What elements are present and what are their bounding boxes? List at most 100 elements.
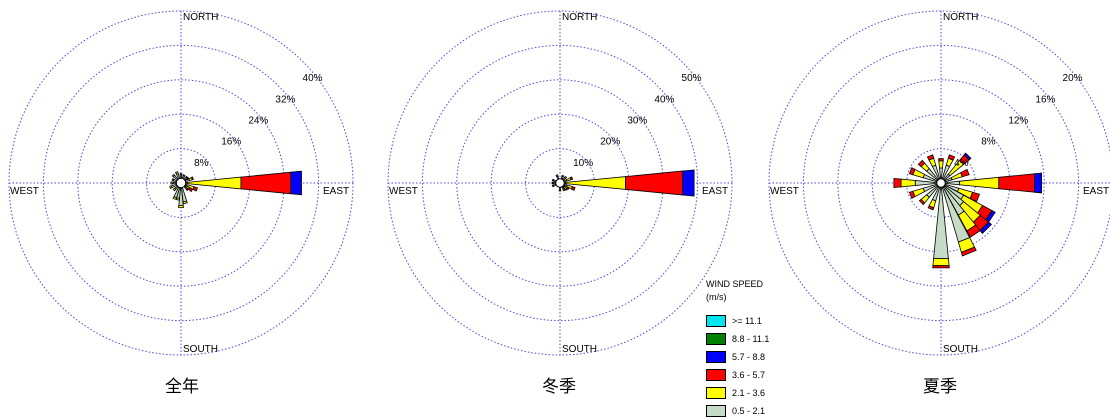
rose-bar-segment	[966, 224, 981, 238]
grid-ring	[802, 44, 1080, 322]
direction-label-east: EAST	[1083, 186, 1109, 197]
direction-label-north: NORTH	[943, 12, 978, 23]
rose-bar-segment	[682, 169, 695, 197]
direction-label-west: WEST	[389, 186, 418, 197]
rose-bar-segment	[569, 176, 574, 181]
legend-item: 5.7 - 8.8	[706, 348, 826, 365]
calm-circle	[175, 177, 187, 189]
rose-bar-segment	[938, 160, 944, 169]
legend-swatch	[706, 332, 726, 345]
ring-label: 10%	[573, 158, 593, 169]
grid-ring	[421, 44, 699, 322]
rose-bar-segment	[900, 178, 916, 188]
ring-label: 40%	[654, 94, 674, 105]
calm-circle	[555, 178, 565, 188]
rose-bar-segment	[908, 167, 916, 176]
rose-bar-segment	[562, 188, 566, 192]
rose-caption-winter: 冬季	[542, 377, 576, 397]
direction-label-west: WEST	[10, 186, 39, 197]
ring-label: 50%	[682, 73, 702, 84]
rose-bar-segment	[551, 181, 554, 185]
legend-unit: (m/s)	[706, 292, 727, 302]
rose-bar-segment	[979, 221, 992, 234]
ring-label: 12%	[1008, 115, 1028, 126]
rose-bar-segment	[555, 174, 559, 178]
wind-rose-0: 8% 16% 24% 32% 40% NORTH SOUTH EAST WEST	[8, 10, 354, 356]
rose-bar-segment	[939, 167, 943, 180]
rose-bar-segment	[564, 187, 568, 191]
legend-item: 3.6 - 5.7	[706, 366, 826, 383]
legend-item: 8.8 - 11.1	[706, 330, 826, 347]
rose-bar-segment	[908, 190, 916, 199]
ring-label: 40%	[303, 73, 323, 84]
rose-bar-segment	[558, 189, 562, 192]
ring-label: 16%	[1035, 94, 1055, 105]
legend-swatch	[706, 368, 726, 381]
direction-label-south: SOUTH	[943, 344, 978, 355]
rose-bar-segment	[561, 174, 565, 178]
legend-label: 8.8 - 11.1	[732, 333, 770, 344]
direction-label-north: NORTH	[183, 12, 218, 23]
rose-bar-segment	[179, 173, 183, 176]
legend-item: 2.1 - 3.6	[706, 384, 826, 401]
rose-bar-segment	[192, 186, 199, 192]
grid-ring	[42, 44, 320, 322]
rose-bar-segment	[290, 170, 302, 196]
rose-bar-segment	[960, 168, 970, 178]
rose-bar-segment	[1034, 172, 1042, 194]
legend-label: 0.5 - 2.1	[732, 405, 766, 416]
direction-label-north: NORTH	[562, 12, 597, 23]
ring-label: 4%	[954, 158, 969, 169]
ring-label: 16%	[221, 137, 241, 148]
rose-bar-segment	[178, 205, 184, 209]
direction-label-west: WEST	[770, 186, 799, 197]
legend-label: 5.7 - 8.8	[732, 351, 766, 362]
rose-bar-segment	[171, 178, 175, 182]
wind-rose-2: 4% 8% 12% 16% 20% NORTH SOUTH EAST WEST	[768, 10, 1110, 356]
rose-bar-segment	[938, 158, 944, 162]
ring-label: 20%	[1063, 73, 1083, 84]
ring-label: 30%	[627, 115, 647, 126]
rose-bar-segment	[625, 170, 684, 196]
wind-speed-legend: WIND SPEED (m/s) >= 11.1 8.8 - 11.1 5.7 - …	[706, 278, 826, 420]
legend-title: WIND SPEED	[706, 279, 764, 289]
ring-label: 32%	[275, 94, 295, 105]
rose-bar-segment	[927, 205, 935, 211]
rose-bar-segment	[917, 159, 926, 168]
rose-bar-segment	[944, 180, 960, 186]
legend-swatch	[706, 386, 726, 399]
ring-label: 24%	[248, 115, 268, 126]
legend-label: 3.6 - 5.7	[732, 369, 766, 380]
rose-bar-segment	[551, 184, 555, 188]
rose-bar-segment	[174, 171, 179, 175]
direction-label-south: SOUTH	[183, 344, 218, 355]
rose-bar-segment	[171, 173, 176, 178]
rose-bar-segment	[172, 196, 178, 201]
legend-item: 0.5 - 2.1	[706, 402, 826, 419]
rose-bar-segment	[570, 186, 576, 191]
rose-bar-segment	[932, 265, 950, 269]
rose-bar-segment	[963, 152, 972, 161]
legend-item: >= 11.1	[706, 312, 826, 329]
legend-label: >= 11.1	[732, 315, 762, 326]
wind-rose-1: 10% 20% 30% 40% 50% NORTH SOUTH EAST WEST	[387, 10, 733, 356]
rose-bar-segment	[185, 187, 190, 192]
rose-bar-segment	[918, 198, 926, 206]
legend-swatch	[706, 404, 726, 417]
ring-label: 8%	[981, 137, 996, 148]
rose-bar-segment	[893, 177, 902, 189]
direction-label-south: SOUTH	[562, 344, 597, 355]
direction-label-east: EAST	[702, 186, 728, 197]
rose-bar-segment	[240, 171, 292, 195]
legend-label: 2.1 - 3.6	[732, 387, 766, 398]
rose-bar-segment	[185, 175, 189, 179]
legend-swatch	[706, 314, 726, 327]
rose-bar-segment	[182, 174, 186, 177]
rose-caption-annual: 全年	[165, 377, 199, 397]
rose-bar-segment	[170, 181, 174, 185]
rose-bar-segment	[914, 180, 938, 186]
rose-bar-segment	[191, 176, 194, 181]
grid-ring	[837, 79, 1045, 287]
rose-bar-segment	[947, 154, 956, 161]
